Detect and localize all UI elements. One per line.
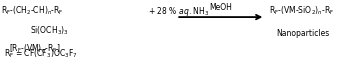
Text: R$_\mathrm{F}$-(CH$_2$-CH)$_n$-R$_\mathrm{F}$: R$_\mathrm{F}$-(CH$_2$-CH)$_n$-R$_\mathr… [1, 5, 64, 17]
Text: Si(OCH$_3$)$_3$: Si(OCH$_3$)$_3$ [30, 24, 69, 37]
Text: + 28 % $\it{aq}$. NH$_3$: + 28 % $\it{aq}$. NH$_3$ [148, 5, 209, 18]
Text: MeOH: MeOH [209, 3, 232, 12]
Text: R$_\mathrm{F}$ = CF(CF$_3$)OC$_3$F$_7$: R$_\mathrm{F}$ = CF(CF$_3$)OC$_3$F$_7$ [4, 47, 77, 60]
Text: Nanoparticles: Nanoparticles [276, 29, 329, 38]
Text: [R$_\mathrm{F}$-(VM)$_n$-R$_\mathrm{F}$]: [R$_\mathrm{F}$-(VM)$_n$-R$_\mathrm{F}$] [9, 43, 61, 55]
Text: R$_\mathrm{F}$-(VM-SiO$_2$)$_n$-R$_\mathrm{F}$: R$_\mathrm{F}$-(VM-SiO$_2$)$_n$-R$_\math… [269, 5, 334, 17]
